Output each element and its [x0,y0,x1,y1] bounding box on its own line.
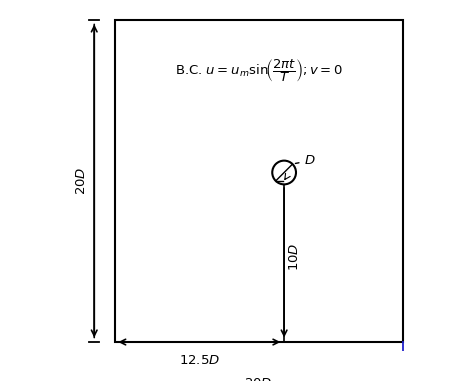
Bar [115,20,403,342]
Text: 12.5$D$: 12.5$D$ [179,354,220,367]
Circle shape [272,161,296,184]
Text: 20$D$: 20$D$ [75,167,88,195]
Text: 10$D$: 10$D$ [288,243,301,272]
Text: $D$: $D$ [295,154,316,167]
Text: 20$D$: 20$D$ [245,377,273,381]
Text: B.C. $u = u_m\mathrm{sin}\!\left(\dfrac{2\pi t}{T}\right); v = 0$: B.C. $u = u_m\mathrm{sin}\!\left(\dfrac{… [174,57,343,84]
